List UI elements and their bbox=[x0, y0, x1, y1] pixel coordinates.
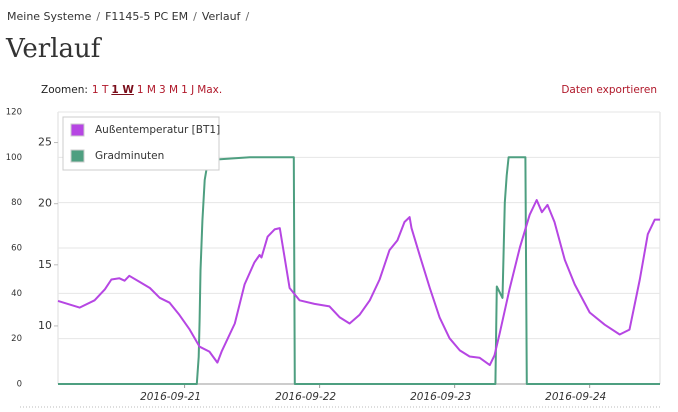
page-title: Verlauf bbox=[6, 34, 101, 64]
zoom-option[interactable]: 1 W bbox=[111, 84, 134, 96]
breadcrumb: Meine Systeme / F1145-5 PC EM / Verlauf / bbox=[7, 10, 254, 23]
y-tick-label: 60 bbox=[11, 244, 22, 254]
legend-swatch bbox=[70, 149, 85, 163]
legend: Außentemperatur [BT1] Gradminuten bbox=[62, 116, 220, 171]
legend-swatch bbox=[70, 123, 85, 137]
breadcrumb-item[interactable]: Verlauf bbox=[201, 10, 241, 23]
x-tick-label: 2016-09-24 bbox=[545, 391, 606, 403]
series-line bbox=[58, 156, 660, 385]
export-link[interactable]: Daten exportieren bbox=[561, 84, 657, 96]
y-tick-label: 100 bbox=[6, 153, 22, 163]
legend-label: Außentemperatur [BT1] bbox=[95, 124, 220, 136]
zoom-option[interactable]: 1 J bbox=[181, 84, 195, 96]
x-tick-label: 2016-09-21 bbox=[140, 391, 201, 403]
breadcrumb-item[interactable]: F1145-5 PC EM bbox=[105, 10, 189, 23]
y-tick-label: 80 bbox=[11, 198, 22, 208]
breadcrumb-separator: / bbox=[96, 10, 101, 23]
legend-box bbox=[62, 116, 220, 171]
zoom-option[interactable]: 3 M bbox=[158, 84, 179, 96]
y-tick-label: 40 bbox=[11, 289, 22, 299]
series-line bbox=[57, 199, 660, 367]
y2-tick-label: 20 bbox=[38, 197, 52, 210]
breadcrumb-separator: / bbox=[193, 10, 197, 23]
y-tick-label: 20 bbox=[11, 334, 22, 344]
zoom-option[interactable]: 1 M bbox=[136, 84, 156, 96]
breadcrumb-separator: / bbox=[245, 10, 250, 23]
y-tick-label: 120 bbox=[6, 108, 22, 118]
zoom-label: Zoomen: bbox=[41, 84, 88, 96]
breadcrumb-item[interactable]: Meine Systeme bbox=[7, 10, 92, 23]
zoom-option[interactable]: 1 T bbox=[91, 84, 109, 96]
y-tick-label: 0 bbox=[17, 380, 22, 390]
y2-tick-label: 15 bbox=[38, 258, 52, 271]
x-tick-label: 2016-09-22 bbox=[275, 391, 336, 403]
x-tick-label: 2016-09-23 bbox=[410, 391, 471, 403]
y2-tick-label: 25 bbox=[38, 136, 52, 149]
zoom-option[interactable]: Max. bbox=[197, 84, 223, 96]
y2-tick-label: 10 bbox=[38, 319, 52, 332]
legend-label: Gradminuten bbox=[95, 150, 164, 162]
